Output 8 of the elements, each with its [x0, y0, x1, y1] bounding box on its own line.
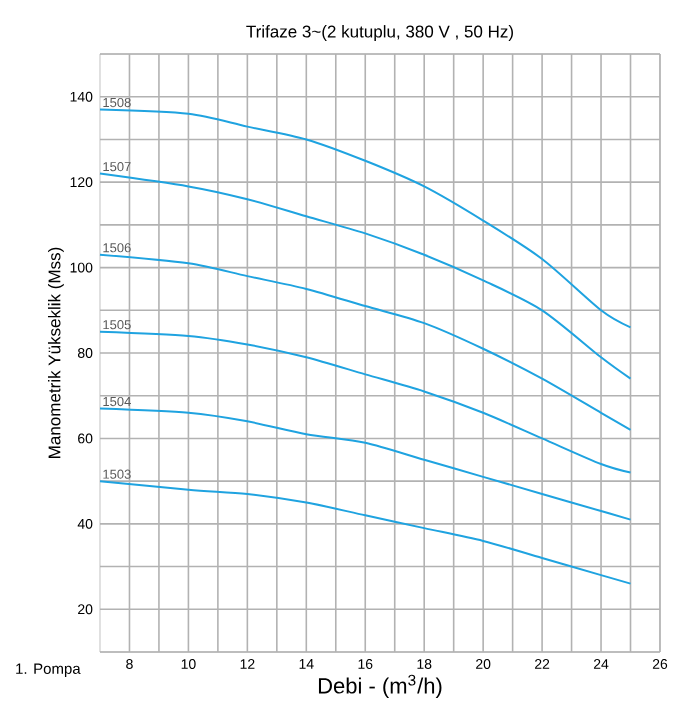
x-axis-title: Debi - (m$^{3}$/h): [318, 674, 442, 698]
line-series: [99, 172, 632, 380]
line-series: [99, 407, 632, 521]
line-series: [99, 108, 632, 329]
line-series: [99, 480, 632, 585]
y-axis-title: Manometrik Yükseklik (Mss): [47, 247, 64, 458]
chart-title: Trifaze 3~(2 kutuplu, 380 V , 50 Hz): [246, 25, 513, 41]
line-series: [99, 253, 632, 431]
